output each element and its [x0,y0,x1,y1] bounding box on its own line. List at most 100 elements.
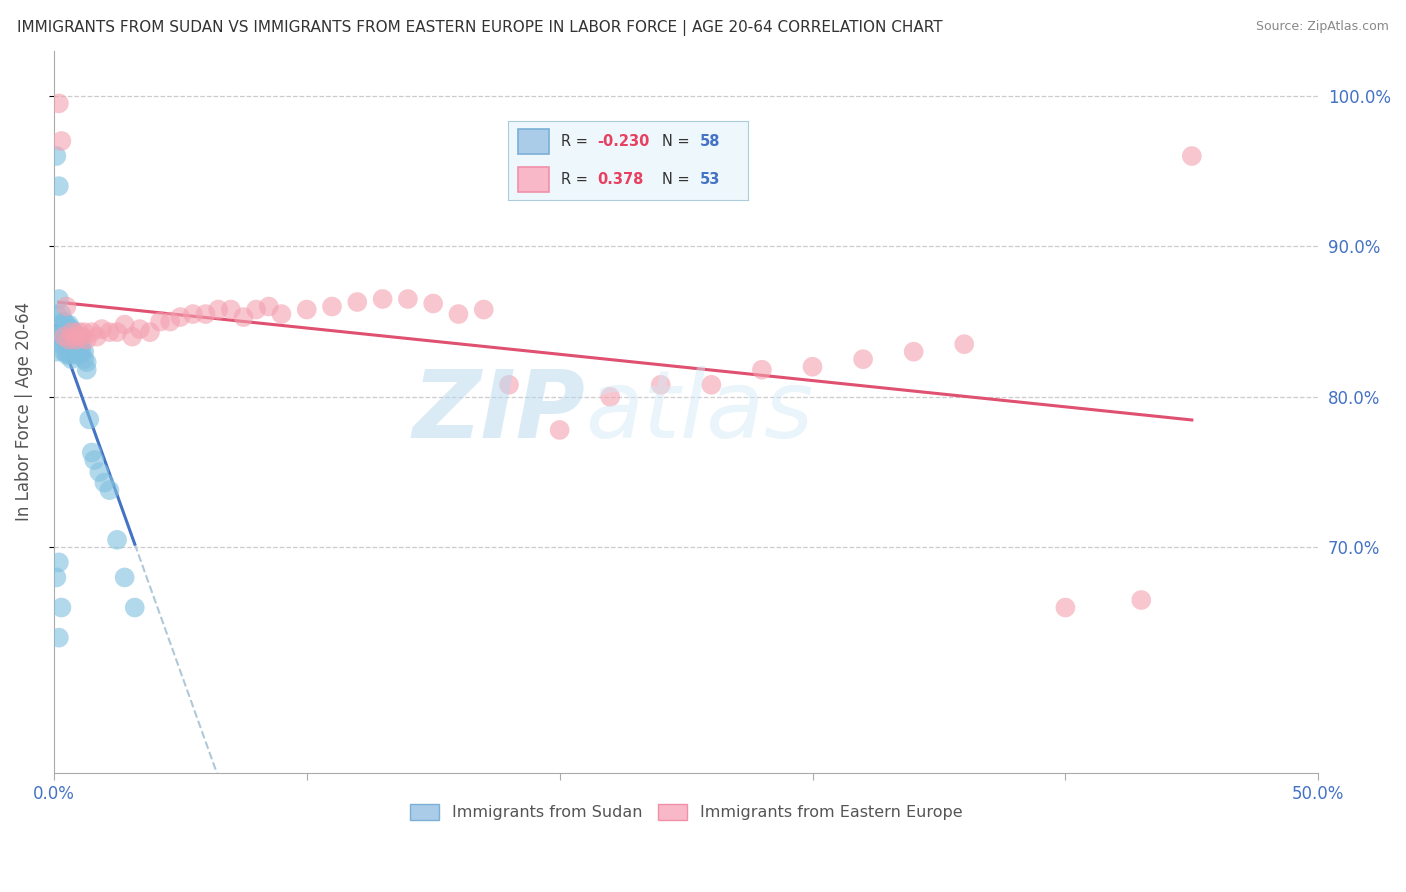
Point [45,570,67,584]
FancyBboxPatch shape [517,167,548,192]
Point [65,337,87,351]
Point [70,344,93,359]
Point [52,333,75,347]
Point [159,315,181,329]
Text: Source: ZipAtlas.com: Source: ZipAtlas.com [1256,20,1389,33]
Point [45,149,67,163]
Point [89,465,111,479]
Text: IMMIGRANTS FROM SUDAN VS IMMIGRANTS FROM EASTERN EUROPE IN LABOR FORCE | AGE 20-: IMMIGRANTS FROM SUDAN VS IMMIGRANTS FROM… [17,20,942,36]
Text: 58: 58 [700,134,720,149]
Point [86,329,108,343]
Point [73,325,96,339]
Point [73,344,96,359]
Point [270,307,292,321]
Point [63,348,86,362]
Point [67,325,90,339]
Text: N =: N = [661,172,693,186]
Point [51,337,73,351]
Point [169,310,191,324]
Point [76,355,98,369]
Point [472,302,495,317]
Point [599,390,621,404]
Legend: Immigrants from Sudan, Immigrants from Eastern Europe: Immigrants from Sudan, Immigrants from E… [404,797,969,827]
Text: atlas: atlas [585,367,813,458]
Point [83,453,105,467]
Point [903,344,925,359]
Point [396,292,419,306]
Point [63,340,86,354]
Point [70,337,93,351]
Point [60,337,83,351]
Point [700,377,723,392]
Point [55,300,77,314]
Point [55,318,77,332]
Point [55,348,77,362]
Point [45,344,67,359]
Point [52,315,75,329]
Point [51,307,73,321]
Point [51,318,73,332]
Point [58,333,80,347]
Point [852,352,875,367]
Point [58,333,80,347]
Point [93,475,115,490]
Point [60,322,83,336]
Point [60,344,83,359]
Point [52,329,75,343]
Point [245,302,267,317]
Point [60,329,83,343]
Text: -0.230: -0.230 [596,134,650,149]
Point [207,302,229,317]
Point [124,600,146,615]
Point [346,295,368,310]
Point [65,329,87,343]
Point [149,315,172,329]
Point [128,322,150,336]
Point [60,352,83,367]
FancyBboxPatch shape [517,128,548,154]
Point [51,329,73,343]
Point [63,333,86,347]
Point [114,570,136,584]
Point [52,344,75,359]
Point [80,445,103,459]
Point [121,329,143,343]
Point [55,340,77,354]
Point [371,292,394,306]
Point [105,325,128,339]
Text: 0.378: 0.378 [596,172,643,186]
Point [1130,593,1153,607]
Point [257,300,280,314]
Point [65,344,87,359]
Point [1181,149,1204,163]
Text: 53: 53 [700,172,720,186]
Point [48,179,70,194]
Point [55,333,77,347]
Point [70,329,93,343]
Point [58,340,80,354]
Point [58,318,80,332]
Point [51,600,73,615]
Point [548,423,571,437]
Point [67,348,90,362]
Point [63,325,86,339]
Point [52,322,75,336]
Point [98,483,121,497]
Point [48,292,70,306]
Point [751,363,773,377]
Point [105,533,128,547]
Point [139,325,162,339]
Y-axis label: In Labor Force | Age 20-64: In Labor Force | Age 20-64 [15,302,32,522]
Point [76,333,98,347]
Point [58,348,80,362]
Point [55,325,77,339]
Text: ZIP: ZIP [412,366,585,458]
Point [67,340,90,354]
Point [67,333,90,347]
Text: N =: N = [661,134,693,149]
Point [48,96,70,111]
Point [48,329,70,343]
Text: R =: R = [561,134,592,149]
Point [98,325,121,339]
Point [650,377,672,392]
